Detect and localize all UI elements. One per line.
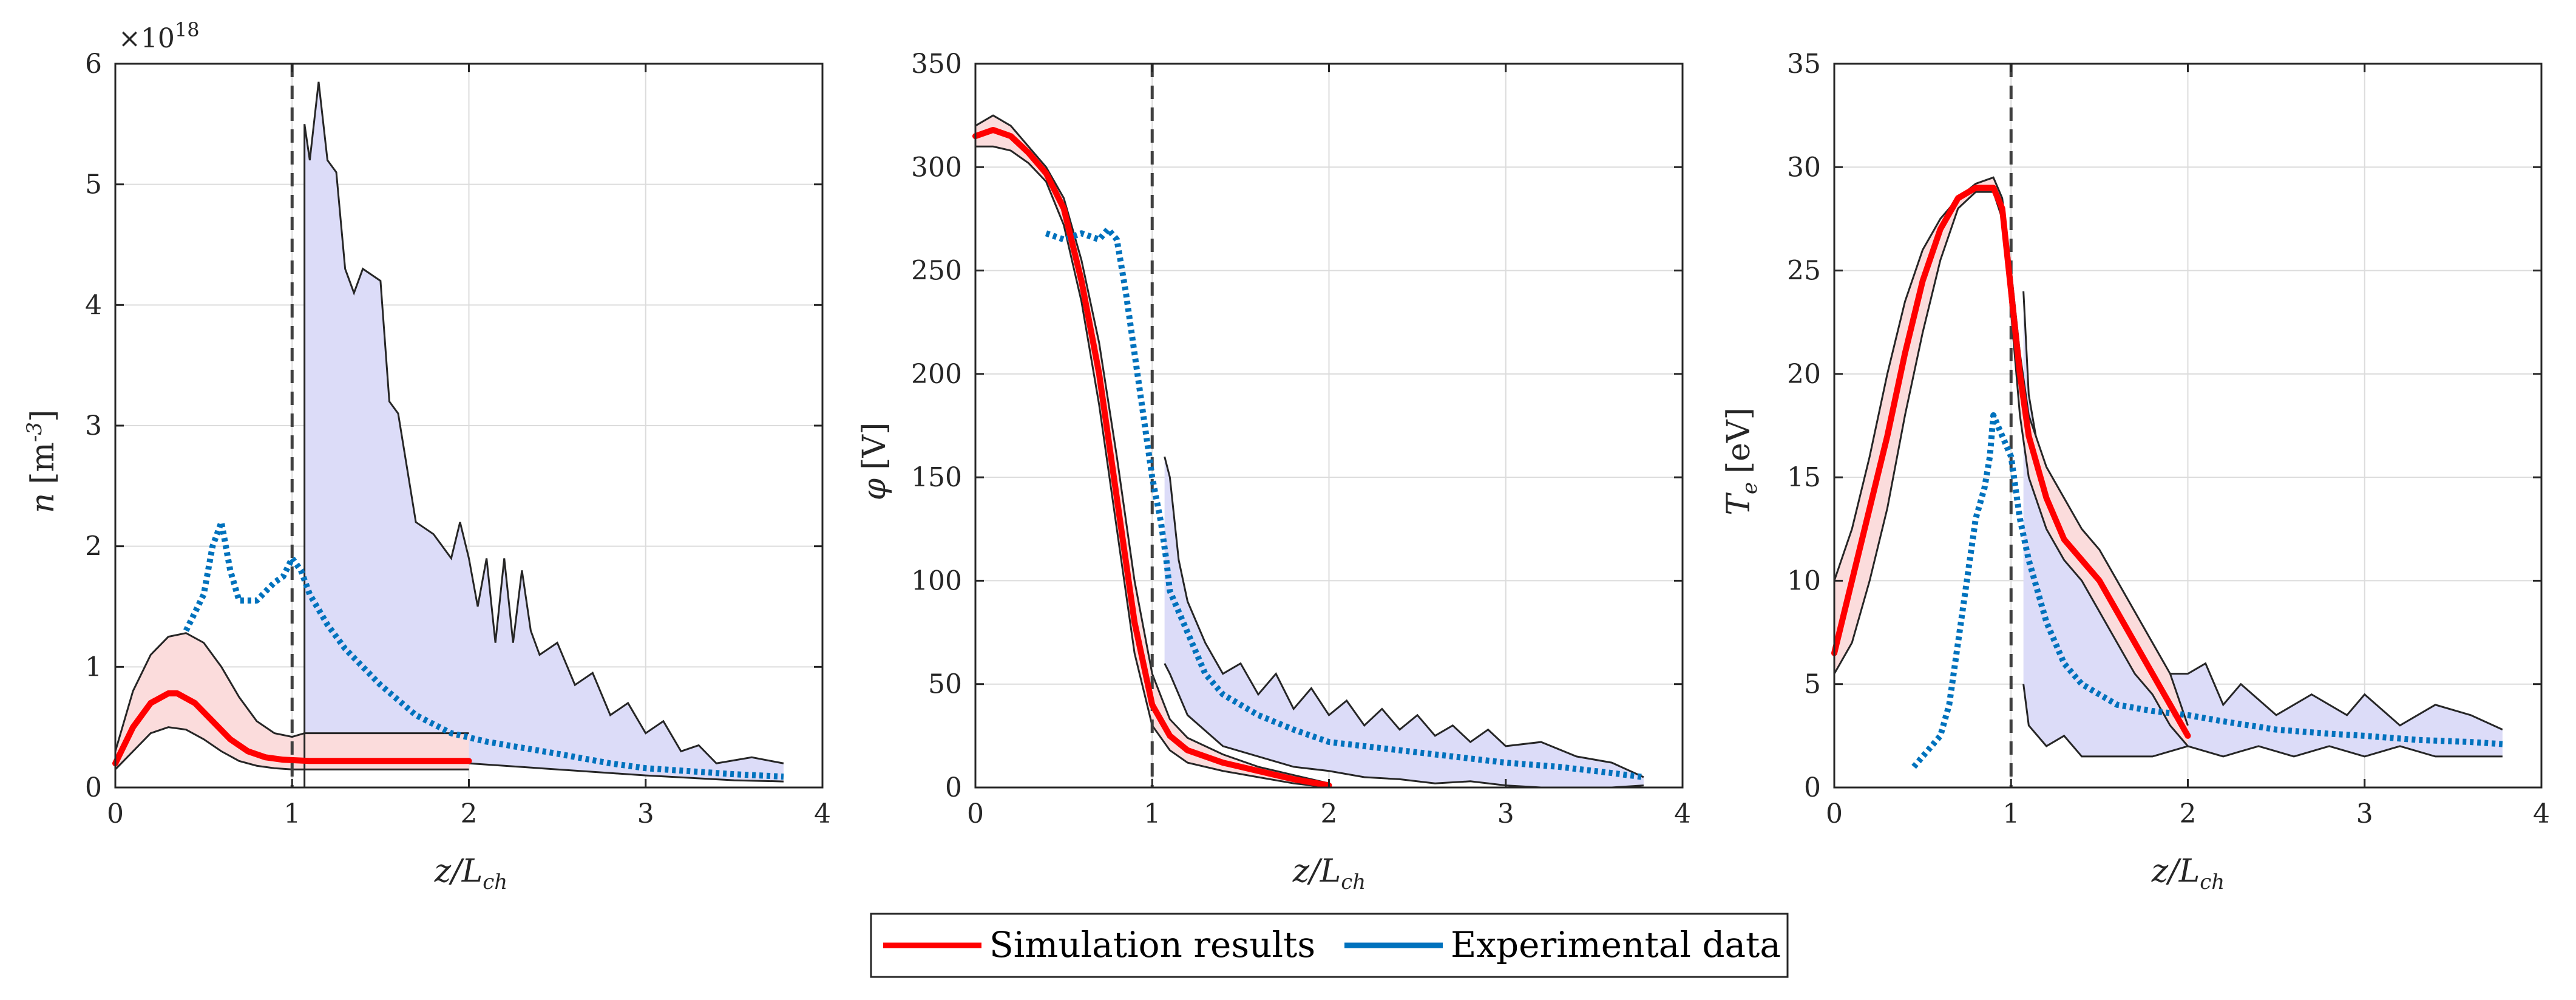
y-tick-label: 0: [945, 772, 962, 803]
x-axis-label: z/Lch: [2151, 853, 2225, 894]
panel-density: 0 1 2 3 4 0 1 2 3 4 5 6 ×1018 n[m-3] z/Lch: [22, 18, 831, 894]
x-tick-label: 1: [283, 798, 300, 829]
x-tick-label: 0: [967, 798, 984, 829]
y-tick-label: 15: [1787, 462, 1821, 493]
y-tick-label: 2: [85, 531, 102, 562]
y-tick-label: 250: [911, 256, 962, 287]
simulation-band: [115, 633, 469, 770]
x-tick-label: 0: [1826, 798, 1843, 829]
y-tick-label: 4: [85, 290, 102, 321]
legend-label-experimental: Experimental data: [1451, 924, 1781, 965]
y-tick-label: 0: [1804, 772, 1821, 803]
y-tick-label: 30: [1787, 152, 1821, 183]
y-axis-label: n[m-3]: [22, 410, 61, 514]
x-tick-label: 2: [1321, 798, 1338, 829]
experimental-data-line: [1045, 226, 1644, 780]
x-tick-label: 0: [107, 798, 124, 829]
y-tick-label: 100: [911, 565, 962, 596]
simulation-line: [1831, 185, 2191, 739]
y-tick-label: 1: [85, 651, 102, 682]
x-tick-label: 2: [2180, 798, 2197, 829]
simulation-band: [1834, 177, 2188, 746]
panel-temperature: 0 1 2 3 4 0 5 10 15 20 25 30 35 Te[eV] z/Lch: [1721, 49, 2550, 894]
simulation-band-upper-edge: [975, 114, 1329, 784]
y-tick-label: 5: [85, 169, 102, 200]
experimental-data-line: [183, 519, 784, 780]
y-tick-label: 6: [85, 49, 102, 80]
y-tick-label: 5: [1804, 669, 1821, 700]
y-axis-label: Te[eV]: [1721, 407, 1762, 515]
simulation-line: [972, 126, 1332, 789]
simulation-line: [112, 690, 472, 767]
panel-potential: 0 1 2 3 4 0 50 100 150 200 250 300 350 φ[V] z/Lch: [856, 49, 1691, 894]
x-tick-label: 4: [814, 798, 831, 829]
y-tick-label: 350: [911, 49, 962, 80]
legend-label-simulation: Simulation results: [989, 924, 1315, 965]
x-tick-label: 4: [2533, 798, 2550, 829]
x-tick-label: 3: [637, 798, 654, 829]
simulation-band-upper-edge: [114, 632, 469, 752]
y-tick-label: 10: [1787, 565, 1821, 596]
experimental-band-upper-edge: [303, 81, 784, 764]
experimental-band-upper-edge: [1164, 456, 1644, 778]
x-tick-label: 1: [2002, 798, 2019, 829]
simulation-band-lower-edge: [975, 145, 1329, 789]
y-tick-label: 25: [1787, 256, 1821, 287]
x-axis-label: z/Lch: [1292, 853, 1366, 894]
y-tick-label: 20: [1787, 359, 1821, 390]
legend-box: [870, 913, 1789, 978]
x-tick-label: 2: [461, 798, 478, 829]
experimental-band: [1164, 457, 1644, 787]
x-tick-label: 1: [1144, 798, 1161, 829]
x-axis-label: z/Lch: [434, 853, 507, 894]
y-tick-label: 0: [85, 772, 102, 803]
legend: Simulation results Experimental data: [870, 913, 1789, 978]
y-exponent-label: ×1018: [118, 18, 200, 54]
experimental-band: [2023, 291, 2503, 757]
y-tick-label: 50: [928, 669, 962, 700]
y-tick-label: 150: [911, 462, 962, 493]
x-tick-label: 4: [1674, 798, 1691, 829]
experimental-band: [304, 81, 784, 782]
x-tick-label: 3: [1497, 798, 1514, 829]
x-tick-label: 3: [2356, 798, 2373, 829]
y-tick-label: 35: [1787, 49, 1821, 80]
y-tick-label: 300: [911, 152, 962, 183]
y-axis-label: φ[V]: [856, 423, 893, 501]
experimental-band-lower-edge: [2022, 684, 2503, 758]
y-tick-label: 3: [85, 410, 102, 441]
y-tick-label: 200: [911, 359, 962, 390]
experimental-data-line: [1911, 412, 2503, 769]
